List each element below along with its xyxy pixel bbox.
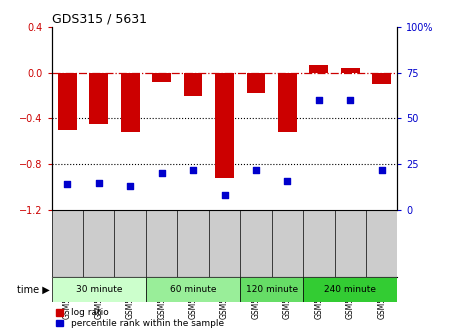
Bar xyxy=(372,73,391,84)
Bar xyxy=(341,68,360,73)
Bar xyxy=(152,73,171,82)
Bar xyxy=(184,73,202,95)
Point xyxy=(252,167,260,172)
Bar xyxy=(240,277,303,302)
Text: time ▶: time ▶ xyxy=(17,285,49,295)
Bar xyxy=(303,277,397,302)
Point xyxy=(127,183,134,189)
Text: 30 minute: 30 minute xyxy=(75,285,122,294)
Point xyxy=(158,171,165,176)
Legend: log ratio, percentile rank within the sample: log ratio, percentile rank within the sa… xyxy=(56,308,224,328)
Point xyxy=(95,180,102,185)
Text: 120 minute: 120 minute xyxy=(246,285,298,294)
Point xyxy=(221,193,228,198)
Text: 60 minute: 60 minute xyxy=(170,285,216,294)
Bar xyxy=(52,277,146,302)
Bar xyxy=(215,73,234,178)
Point xyxy=(378,167,385,172)
Point xyxy=(64,182,71,187)
Point xyxy=(347,97,354,103)
Point xyxy=(189,167,197,172)
Bar xyxy=(278,73,297,132)
Bar xyxy=(309,65,328,73)
Text: GDS315 / 5631: GDS315 / 5631 xyxy=(52,13,147,26)
Bar xyxy=(121,73,140,132)
Bar xyxy=(58,73,77,130)
Point xyxy=(284,178,291,183)
Bar xyxy=(247,73,265,93)
Text: 240 minute: 240 minute xyxy=(324,285,376,294)
Bar xyxy=(89,73,108,124)
Point xyxy=(315,97,322,103)
Bar xyxy=(146,277,240,302)
